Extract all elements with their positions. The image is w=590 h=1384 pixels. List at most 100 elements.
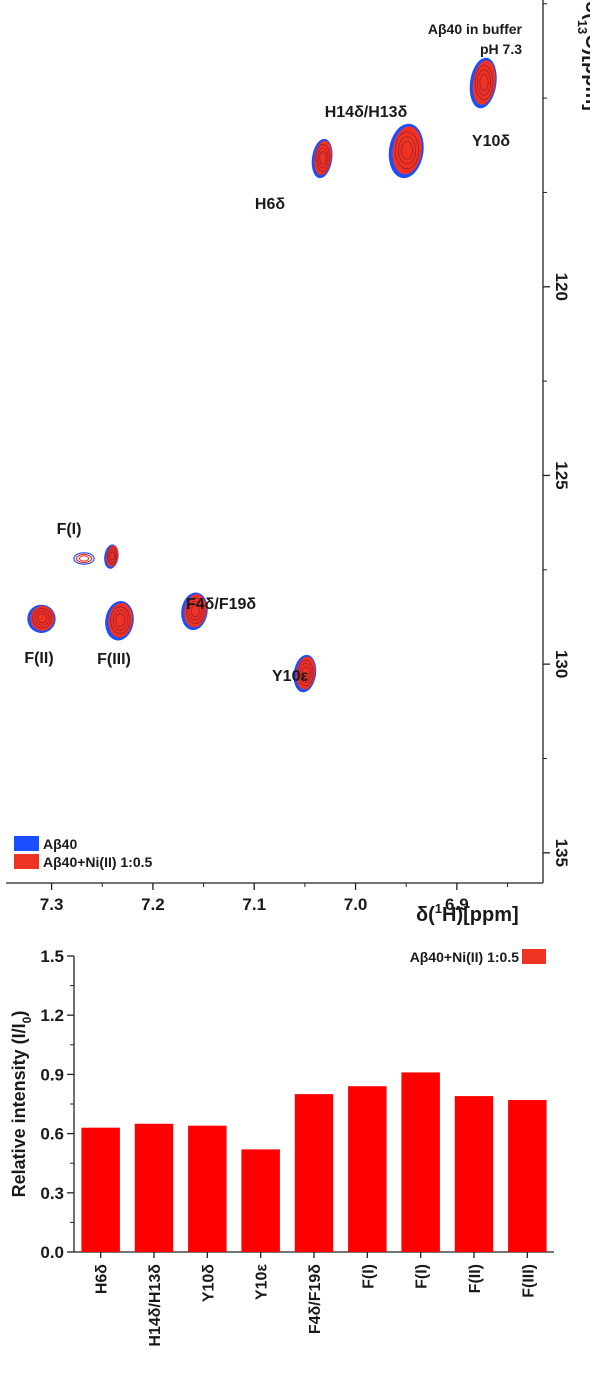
bar-category-labels: H6δ H14δ/H13δ Y10δ Y10ε F4δ/F19δ F(I) F(I) F(II… xyxy=(94,1264,538,1347)
nmr-x-tick-label: 7.1 xyxy=(242,895,266,914)
bar-f-i xyxy=(401,1072,440,1252)
nmr-peak-contour-line xyxy=(115,613,126,627)
nmr-peaks xyxy=(27,57,497,693)
bar-category-label-f-i: F(I) xyxy=(360,1264,377,1289)
legend-swatch-a-beta-40 xyxy=(14,836,39,851)
bar-f-ii xyxy=(454,1096,494,1252)
nmr-peak-contour-line xyxy=(108,549,117,563)
bars xyxy=(81,1072,547,1252)
bar-category-label-h6: H6δ xyxy=(94,1264,111,1294)
nmr-peak-y10 xyxy=(469,57,497,109)
legend-label-a-beta-40-ni: Aβ40+Ni(II) 1:0.5 xyxy=(43,854,153,870)
nmr-x-axis-label: δ(1H)[ppm] xyxy=(416,901,519,926)
nmr-peak-label-h14-h13: H14δ/H13δ xyxy=(325,104,408,121)
bar-y-tick-label: 0.6 xyxy=(40,1125,64,1144)
nmr-peak-contour-line xyxy=(315,144,331,172)
nmr-y-tick-label: 135 xyxy=(552,839,571,867)
nmr-peak-contour-red xyxy=(75,553,93,564)
nmr-panel: 7.3 7.2 7.1 7.0 6.9 120 125 130 135 H6δ H14δ/H13δ… xyxy=(6,0,590,926)
nmr-peak-contour-line xyxy=(37,613,48,624)
nmr-y-axis-label: δ(13C)[ppm] xyxy=(575,1,590,111)
nmr-peak-h14-h13 xyxy=(388,123,424,179)
nmr-peak-contour-line xyxy=(401,141,413,160)
bar-y-tick-label: 1.2 xyxy=(40,1006,64,1025)
annotation-line-2: pH 7.3 xyxy=(480,41,522,57)
nmr-peak-contour-line xyxy=(110,606,131,635)
nmr-peak-label-f4-f19: F4δ/F19δ xyxy=(186,596,256,613)
nmr-peak-red xyxy=(296,656,316,690)
nmr-peak-contour-line xyxy=(299,663,312,683)
nmr-ticks: 7.3 7.2 7.1 7.0 6.9 120 125 130 135 xyxy=(40,3,571,914)
bar-h14-h13 xyxy=(134,1123,174,1252)
nmr-peak-label-f-ii: F(II) xyxy=(24,650,53,667)
nmr-peak-contour-line xyxy=(106,547,118,565)
nmr-peak-red xyxy=(106,545,119,567)
nmr-peak-red xyxy=(184,594,207,628)
nmr-x-tick-label: 7.0 xyxy=(344,895,368,914)
nmr-peak-contour-line xyxy=(109,551,115,561)
nmr-peak-contour-line xyxy=(297,659,314,687)
nmr-peak-labels: H6δ H14δ/H13δ Y10δ F(II) F(III) F4δ/F19δ Y10ε F… xyxy=(24,104,510,685)
annotation-line-1: Aβ40 in buffer xyxy=(428,21,523,37)
nmr-peak-contour-line xyxy=(479,73,489,91)
nmr-peak-contour-line xyxy=(190,604,200,618)
nmr-peak-label-y10: Y10ε xyxy=(272,668,308,685)
bar-category-label-h14-h13: H14δ/H13δ xyxy=(147,1264,164,1347)
nmr-peak-label-f-iii: F(III) xyxy=(97,651,131,668)
legend-swatch-a-beta-40-ni xyxy=(14,854,39,869)
bar-legend-swatch xyxy=(522,949,546,964)
nmr-legend: Aβ40 Aβ40+Ni(II) 1:0.5 xyxy=(14,836,153,870)
bar-category-label-f-iii: F(III) xyxy=(520,1264,537,1298)
nmr-peak-contour-line xyxy=(301,666,310,680)
nmr-y-tick-label: 120 xyxy=(552,273,571,301)
nmr-peak-h6 xyxy=(311,138,333,179)
nmr-peak-contour-line xyxy=(319,151,327,165)
nmr-peak-label-y10: Y10δ xyxy=(472,133,510,150)
bar-y-axis-label: Relative intensity (I/I0) xyxy=(9,1011,34,1198)
nmr-peak-contour-line xyxy=(34,610,50,626)
nmr-peak-red xyxy=(30,605,55,631)
nmr-peak-contour-line xyxy=(477,69,492,96)
nmr-peak-contour-blue xyxy=(73,552,95,565)
nmr-y-tick-label: 130 xyxy=(552,650,571,678)
nmr-peak-contour-line xyxy=(188,600,203,621)
bar-category-label-f-i: F(I) xyxy=(414,1264,431,1289)
nmr-peak-contour-line xyxy=(398,136,417,165)
bar-f-i xyxy=(348,1086,387,1252)
nmr-peak-f-i xyxy=(104,544,119,569)
nmr-peak-f-ii xyxy=(27,604,56,634)
bar-ticks: 0.0 0.3 0.6 0.9 1.2 1.5 xyxy=(40,947,528,1262)
nmr-peak-contour-line xyxy=(32,608,53,629)
nmr-peak-contour-line xyxy=(112,609,128,631)
nmr-x-tick-label: 6.9 xyxy=(445,895,469,914)
nmr-peak-contour-line xyxy=(317,147,329,169)
nmr-peak-f-iii xyxy=(105,601,134,641)
bar-y-tick-label: 0.3 xyxy=(40,1184,64,1203)
nmr-peak-red xyxy=(108,602,133,638)
nmr-peak-red xyxy=(472,60,496,105)
bar-legend-label: Aβ40+Ni(II) 1:0.5 xyxy=(410,949,520,965)
bar-category-label-f4-f19: F4δ/F19δ xyxy=(307,1264,324,1334)
bar-category-label-f-ii: F(II) xyxy=(467,1264,484,1293)
nmr-peak-contour-line xyxy=(474,64,494,101)
nmr-peak-contour-red xyxy=(78,555,90,562)
nmr-peak-contour-line xyxy=(394,131,420,170)
bar-h6 xyxy=(81,1127,120,1252)
nmr-peak-label-h6: H6δ xyxy=(255,196,285,213)
nmr-peak-contour-line xyxy=(185,597,205,624)
bar-y10 xyxy=(241,1149,280,1252)
nmr-peak-red xyxy=(392,126,422,175)
nmr-peak-red xyxy=(314,140,332,176)
bar-y-tick-label: 0.9 xyxy=(40,1065,64,1084)
bar-category-label-y10: Y10ε xyxy=(254,1264,271,1300)
bar-legend: Aβ40+Ni(II) 1:0.5 xyxy=(410,949,546,965)
nmr-peak-unlabeled xyxy=(73,552,95,565)
bar-f4-f19 xyxy=(294,1094,334,1252)
bar-f-iii xyxy=(508,1100,547,1252)
nmr-peak-label-f-i: F(I) xyxy=(57,521,82,538)
nmr-x-tick-label: 7.3 xyxy=(40,895,64,914)
nmr-x-tick-label: 7.2 xyxy=(141,895,165,914)
bar-y10 xyxy=(188,1125,227,1252)
legend-label-a-beta-40: Aβ40 xyxy=(43,836,77,852)
bar-panel: 0.0 0.3 0.6 0.9 1.2 1.5 H6δ H14δ/H13δ Y10δ Y10ε F… xyxy=(9,947,554,1347)
